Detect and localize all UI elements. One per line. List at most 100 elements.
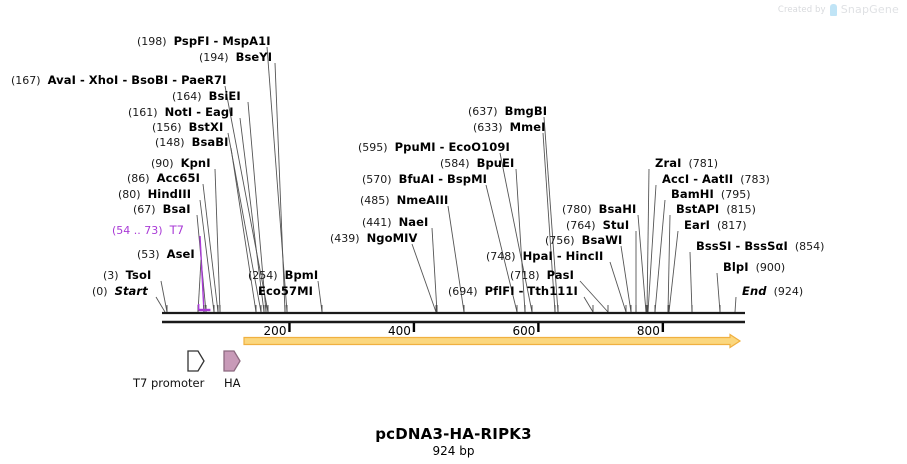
snapgene-logo-icon xyxy=(829,3,837,16)
site-label-noti-eagi[interactable]: (161) NotI - EagI xyxy=(128,106,234,119)
enzyme-name: AvaI xyxy=(47,73,77,87)
site-label-acc65i[interactable]: (86) Acc65I xyxy=(127,172,200,185)
enzyme-name: BstAPI xyxy=(676,202,720,216)
enzyme-name: BsaI xyxy=(162,202,191,216)
axis-tick-label-800: 800 xyxy=(636,324,660,338)
site-position: (80) xyxy=(118,188,148,201)
site-label-bfuai-bspmi[interactable]: (570) BfuAI - BspMI xyxy=(362,173,487,186)
site-position: (54 .. 73) xyxy=(112,224,170,237)
site-label-pasi[interactable]: (718) PasI xyxy=(510,269,574,282)
enzyme-name: PspFI xyxy=(173,34,210,48)
site-label-hindiii[interactable]: (80) HindIII xyxy=(118,188,191,201)
site-position: (164) xyxy=(172,90,209,103)
site-position: (817) xyxy=(709,219,747,232)
site-label-pflfi-tth111i[interactable]: (694) PflFI - Tth111I xyxy=(448,285,578,298)
site-position: (148) xyxy=(155,136,192,149)
site-label-bpuei[interactable]: (584) BpuEI xyxy=(440,157,514,170)
site-position: (595) xyxy=(358,141,395,154)
enzyme-name: AatII xyxy=(702,172,734,186)
enzyme-name: BmgBI xyxy=(504,104,548,118)
site-label-bseyi[interactable]: (194) BseYI xyxy=(199,51,272,64)
enzyme-name: BpmI xyxy=(284,268,319,282)
site-label-avai-xhoi-bsobi-paer7i[interactable]: (167) AvaI - XhoI - BsoBI - PaeR7I xyxy=(11,74,226,87)
site-label-zrai[interactable]: ZraI (781) xyxy=(655,157,718,170)
site-label-end[interactable]: End (924) xyxy=(742,285,803,298)
feature-label-t7-promoter-feature: T7 promoter xyxy=(133,376,205,390)
site-position: (485) xyxy=(360,194,397,207)
site-label-bsiei[interactable]: (164) BsiEI xyxy=(172,90,241,103)
sequence-length: 924 bp xyxy=(432,444,475,458)
site-label-bstapi[interactable]: BstAPI (815) xyxy=(676,203,756,216)
enzyme-name: BsaHI xyxy=(598,202,637,216)
site-label-bsssi-bsssgi[interactable]: BssSI - BssSαI (854) xyxy=(696,240,824,253)
enzyme-name: HindIII xyxy=(147,187,192,201)
site-label-bsahi[interactable]: (780) BsaHI xyxy=(562,203,636,216)
site-label-blpi[interactable]: BlpI (900) xyxy=(723,261,785,274)
enzyme-name: MmeI xyxy=(509,120,546,134)
enzyme-name: BfuAI xyxy=(398,172,435,186)
axis-tick-label-400: 400 xyxy=(388,324,411,338)
page-title: pcDNA3-HA-RIPK3 xyxy=(375,425,532,443)
label-separator: - xyxy=(76,73,89,87)
site-label-bstxi[interactable]: (156) BstXI xyxy=(152,121,223,134)
site-label-eco57mi[interactable]: Eco57MI xyxy=(258,285,313,298)
enzyme-name: BstXI xyxy=(188,120,224,134)
site-position: (0) xyxy=(92,285,115,298)
watermark-created-by-text: Created by xyxy=(777,4,826,15)
site-label-asei[interactable]: (53) AseI xyxy=(137,248,195,261)
watermark-brand-text: SnapGene xyxy=(840,3,899,16)
site-label-ngomiv[interactable]: (439) NgoMIV xyxy=(330,232,418,245)
enzyme-name: AseI xyxy=(166,247,195,261)
feature-glyph-t7-promoter-feature[interactable] xyxy=(187,350,205,372)
site-label-bamhi[interactable]: BamHI (795) xyxy=(671,188,751,201)
site-label-eari[interactable]: EarI (817) xyxy=(684,219,747,232)
enzyme-name: BssSαI xyxy=(744,239,788,253)
site-label-bpmi[interactable]: (254) BpmI xyxy=(248,269,318,282)
site-label-bsabi[interactable]: (148) BsaBI xyxy=(155,136,229,149)
orf-arrow[interactable] xyxy=(243,333,742,349)
enzyme-name: BamHI xyxy=(671,187,714,201)
site-position: (748) xyxy=(486,250,523,263)
site-label-mmei[interactable]: (633) MmeI xyxy=(473,121,545,134)
site-position: (90) xyxy=(151,157,181,170)
label-separator: - xyxy=(209,34,223,48)
site-position: (254) xyxy=(248,269,285,282)
site-position: (86) xyxy=(127,172,157,185)
label-separator: - xyxy=(434,172,447,186)
enzyme-name: PpuMI xyxy=(394,140,436,154)
site-label-tsoi[interactable]: (3) TsoI xyxy=(103,269,151,282)
site-label-stui[interactable]: (764) StuI xyxy=(566,219,629,232)
site-position: (756) xyxy=(545,234,582,247)
site-position: (441) xyxy=(362,216,399,229)
site-position: (156) xyxy=(152,121,189,134)
enzyme-name: BsoBI xyxy=(131,73,169,87)
site-label-naei[interactable]: (441) NaeI xyxy=(362,216,428,229)
feature-glyph-ha-tag-feature[interactable] xyxy=(223,350,241,372)
site-label-hpai-hincii[interactable]: (748) HpaI - HincII xyxy=(486,250,603,263)
site-position: (439) xyxy=(330,232,367,245)
site-label-pspfi-mspa1i[interactable]: (198) PspFI - MspA1I xyxy=(137,35,271,48)
site-label-bmgbi[interactable]: (637) BmgBI xyxy=(468,105,547,118)
enzyme-name: EcoO109I xyxy=(448,140,510,154)
site-position: (815) xyxy=(719,203,756,216)
label-separator: - xyxy=(689,172,702,186)
site-label-acci-aatii[interactable]: AccI - AatII (783) xyxy=(662,173,770,186)
enzyme-name: Acc65I xyxy=(156,171,200,185)
site-position: (194) xyxy=(199,51,236,64)
site-position: (764) xyxy=(566,219,603,232)
axis-tick-label-600: 600 xyxy=(512,324,536,338)
enzyme-name: Eco57MI xyxy=(258,284,313,298)
site-label-ppumi-ecoo109i[interactable]: (595) PpuMI - EcoO109I xyxy=(358,141,510,154)
site-position: (781) xyxy=(681,157,719,170)
site-position: (637) xyxy=(468,105,505,118)
site-label-t7-promoter[interactable]: (54 .. 73) T7 xyxy=(112,224,184,237)
site-label-bsawi[interactable]: (756) BsaWI xyxy=(545,234,622,247)
site-label-start[interactable]: (0) Start xyxy=(92,285,148,298)
enzyme-name: HincII xyxy=(565,249,604,263)
enzyme-name: TsoI xyxy=(125,268,152,282)
enzyme-name: BsaBI xyxy=(191,135,229,149)
site-label-kpni[interactable]: (90) KpnI xyxy=(151,157,211,170)
site-label-bsai[interactable]: (67) BsaI xyxy=(133,203,191,216)
site-label-nmeaiii[interactable]: (485) NmeAIII xyxy=(360,194,448,207)
